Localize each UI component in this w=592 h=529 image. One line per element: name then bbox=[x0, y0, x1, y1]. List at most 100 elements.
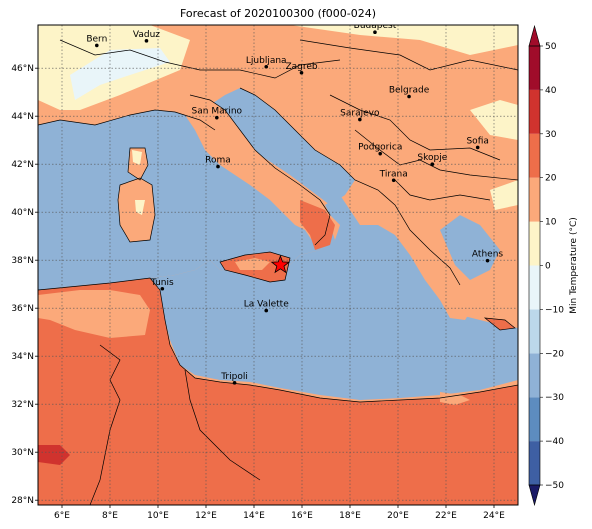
lon-tick-label: 8°E bbox=[102, 511, 118, 521]
colorbar-max-extend bbox=[528, 24, 541, 47]
city-label: La Valette bbox=[244, 300, 289, 310]
city-dot bbox=[430, 162, 435, 166]
city-dot bbox=[358, 117, 362, 122]
colorbar-tick-label: −40 bbox=[545, 437, 564, 447]
lat-tick-label: 34°N bbox=[11, 352, 34, 362]
city-label: Zagreb bbox=[285, 62, 317, 72]
lat-tick-label: 40°N bbox=[11, 208, 34, 218]
city-label: Sofia bbox=[466, 136, 488, 146]
city-dot bbox=[95, 43, 99, 48]
city-dot bbox=[144, 39, 149, 43]
tunisia-cool-zone bbox=[38, 290, 150, 338]
city-label: Podgorica bbox=[358, 143, 402, 153]
city-label: Bern bbox=[86, 34, 107, 44]
city-dot bbox=[378, 151, 383, 156]
lon-tick-label: 10°E bbox=[147, 511, 169, 521]
lat-tick-label: 46°N bbox=[11, 64, 34, 74]
north-cool-zone bbox=[290, 25, 518, 55]
colorbar-tick-label: 40 bbox=[545, 86, 557, 96]
city-label: Sarajevo bbox=[340, 109, 380, 119]
city-dot bbox=[391, 178, 396, 183]
colorbar-segment bbox=[529, 397, 540, 442]
north-africa-land bbox=[38, 278, 518, 505]
colorbar-tick-label: −20 bbox=[545, 349, 564, 359]
aegean-sea bbox=[440, 215, 500, 280]
colorbar-segment bbox=[529, 353, 540, 398]
italy-land bbox=[185, 95, 330, 245]
lon-tick-label: 20°E bbox=[387, 511, 409, 521]
city-dot bbox=[232, 381, 237, 385]
colorbar-tick-label: 50 bbox=[545, 42, 557, 52]
city-dot bbox=[215, 115, 219, 120]
lon-tick-label: 14°E bbox=[243, 511, 265, 521]
lat-tick-label: 44°N bbox=[11, 112, 34, 122]
lat-tick-label: 32°N bbox=[11, 400, 34, 410]
colorbar: 50 40 30 20 10 0 −10 −20 −30 −40 −50 Min Temperatur… bbox=[528, 24, 579, 507]
city-dot bbox=[485, 258, 490, 263]
lat-tick-label: 28°N bbox=[11, 496, 34, 506]
city-label: Belgrade bbox=[389, 86, 430, 96]
sicily-inland-zone bbox=[235, 258, 270, 270]
alpine-cold-zone bbox=[70, 48, 170, 100]
colorbar-segment bbox=[529, 46, 540, 90]
colorbar-segment bbox=[529, 133, 540, 178]
lon-tick-label: 12°E bbox=[195, 511, 217, 521]
city-dot bbox=[475, 145, 480, 150]
city-label: Tripoli bbox=[220, 372, 248, 382]
coastlines-borders bbox=[38, 39, 518, 505]
colorbar-segment bbox=[529, 89, 540, 134]
lon-tick-label: 18°E bbox=[339, 511, 361, 521]
city-label: Budapest bbox=[354, 21, 397, 31]
city-label: Roma bbox=[205, 156, 231, 166]
colorbar-segment bbox=[529, 221, 540, 266]
map-title: Forecast of 2020100300 (f000-024) bbox=[179, 7, 377, 20]
lon-tick-label: 22°E bbox=[435, 511, 457, 521]
colorbar-segment bbox=[529, 177, 540, 222]
colorbar-min-extend bbox=[528, 484, 541, 507]
corsica-cool-zone bbox=[132, 150, 142, 165]
city-label: Skopje bbox=[417, 153, 447, 163]
colorbar-tick-label: −10 bbox=[545, 305, 564, 315]
city-label: Ljubljana bbox=[246, 56, 287, 66]
lon-tick-label: 24°E bbox=[483, 511, 505, 521]
lon-tick-label: 6°E bbox=[54, 511, 70, 521]
lat-tick-label: 42°N bbox=[11, 160, 34, 170]
city-dot bbox=[264, 64, 269, 69]
peloponnese-land bbox=[440, 295, 475, 320]
colorbar-tick-label: 30 bbox=[545, 130, 557, 140]
colorbar-tick-label: 10 bbox=[545, 218, 557, 228]
colorbar-segment bbox=[529, 309, 540, 354]
city-label: Tunis bbox=[150, 278, 174, 288]
gridlines bbox=[38, 25, 518, 505]
aegean-cool-zone bbox=[490, 180, 518, 210]
city-dot bbox=[264, 308, 269, 313]
lat-tick-label: 38°N bbox=[11, 256, 34, 266]
crete-land bbox=[485, 318, 515, 330]
city-dot bbox=[216, 164, 220, 169]
colorbar-segment bbox=[529, 441, 540, 485]
tyrrhenian-sea bbox=[38, 110, 335, 290]
adriatic-sea bbox=[200, 88, 355, 205]
colorbar-tick-label: 20 bbox=[545, 174, 557, 184]
lat-tick-label: 30°N bbox=[11, 448, 34, 458]
colorbar-tick-label: 0 bbox=[545, 262, 551, 272]
libya-coast-patch bbox=[440, 392, 470, 405]
greece-land bbox=[378, 190, 460, 300]
colorbar-tick-label: −50 bbox=[545, 481, 564, 491]
city-dot bbox=[373, 30, 377, 34]
colorbar-tick-label: −30 bbox=[545, 393, 564, 403]
city-label: Athens bbox=[472, 250, 503, 260]
city-label: Tirana bbox=[379, 169, 408, 179]
city-dot bbox=[299, 70, 304, 75]
colorbar-segment bbox=[529, 265, 540, 310]
longitude-axis: 6°E 8°E 10°E 12°E 14°E 16°E 18°E 20°E 22°E 24°E bbox=[54, 505, 505, 521]
lon-tick-label: 16°E bbox=[291, 511, 313, 521]
marker-layer bbox=[270, 254, 291, 274]
city-dot bbox=[407, 94, 411, 99]
city-dot bbox=[160, 286, 165, 291]
colorbar-label: Min Temperature (°C) bbox=[569, 217, 579, 314]
star-marker bbox=[270, 254, 291, 274]
